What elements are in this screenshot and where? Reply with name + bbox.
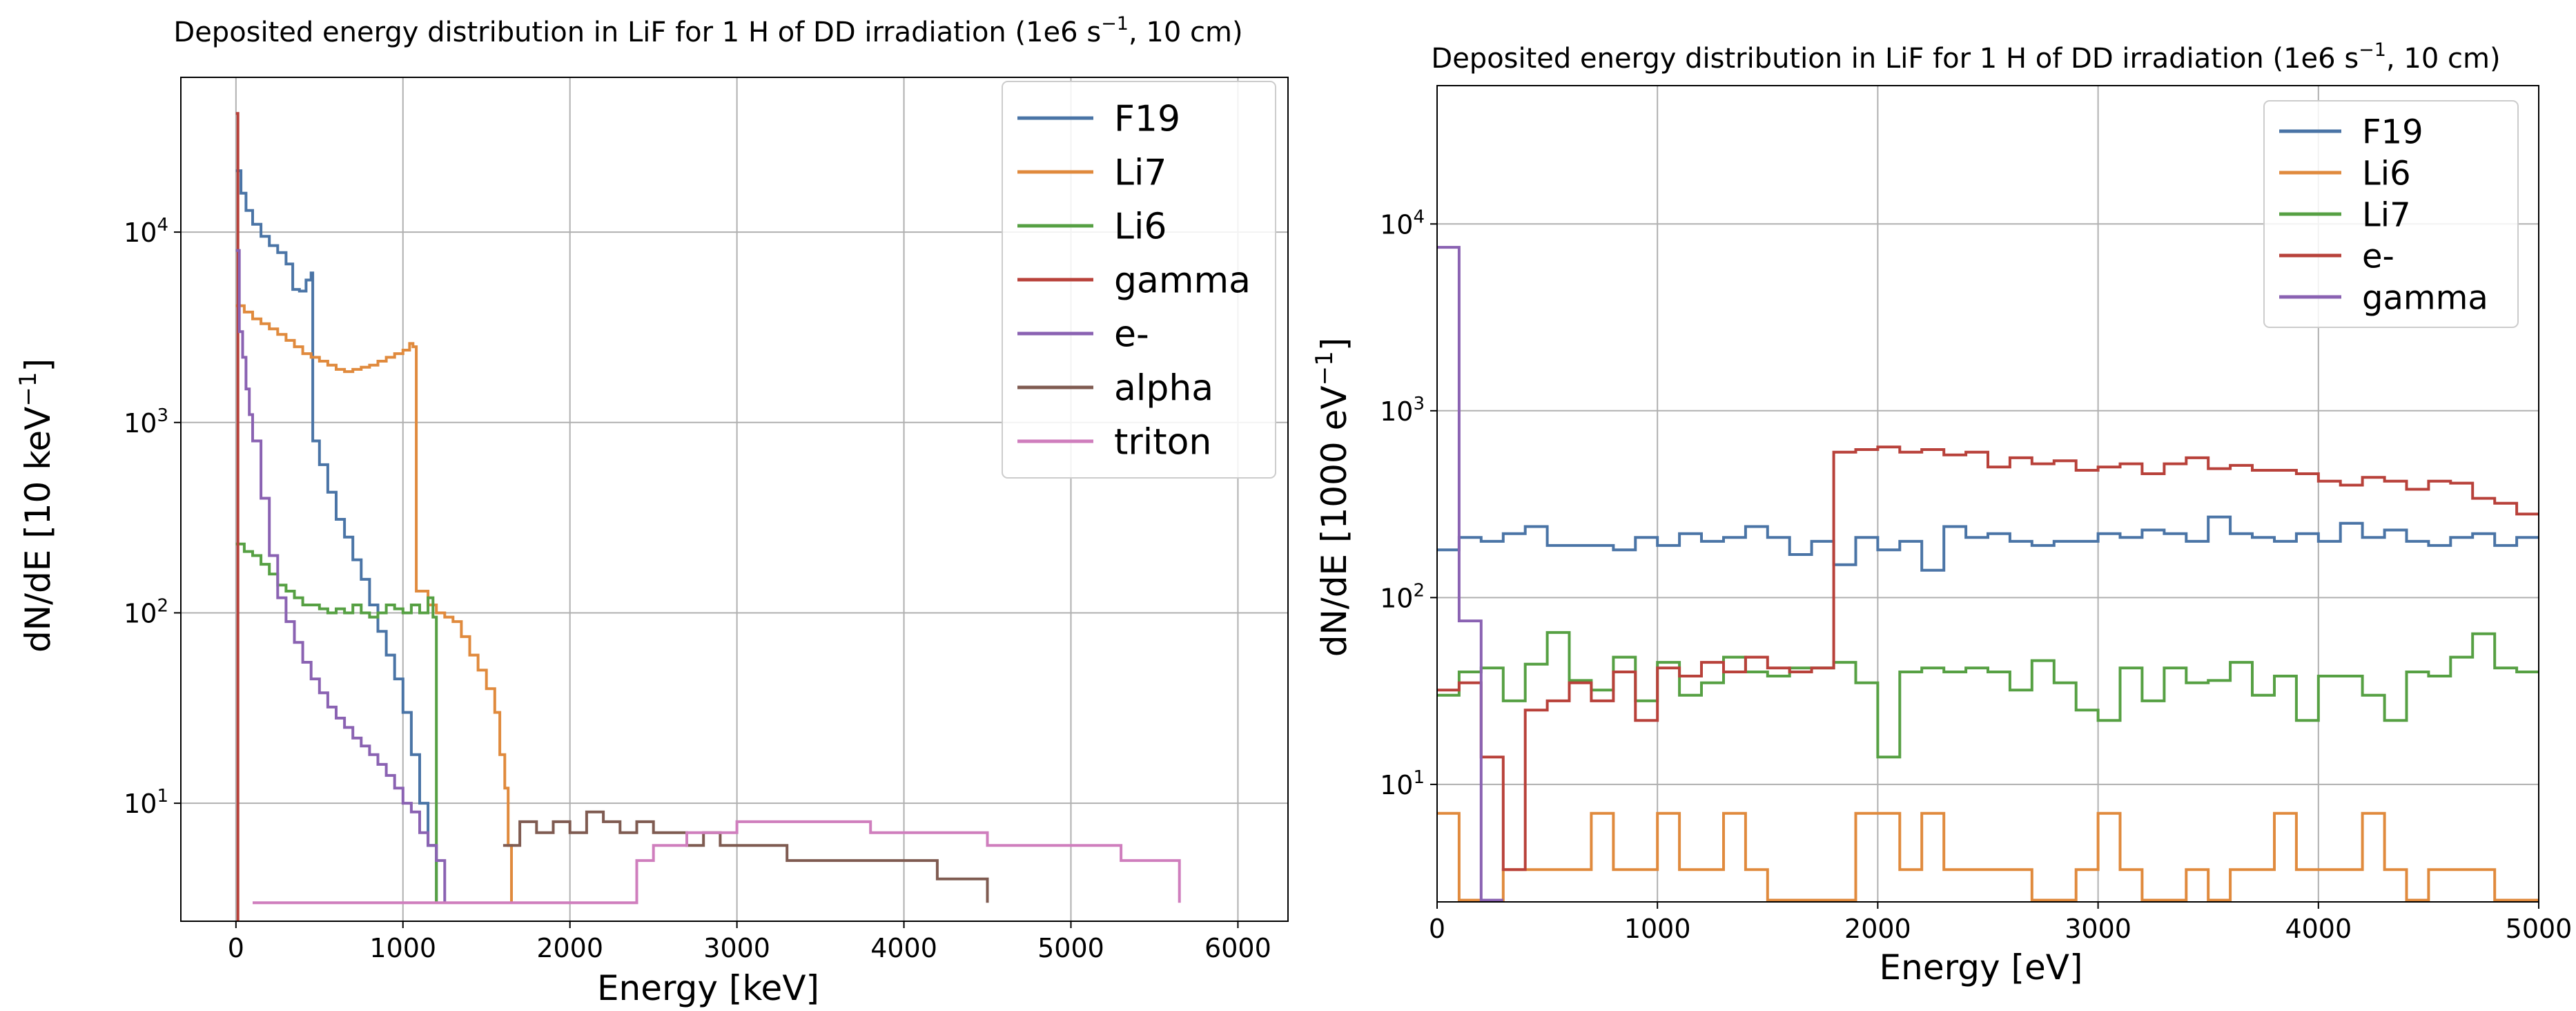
chart-left-plot-frame [180,77,1289,922]
chart-left-x-tick-label: 3000 [703,933,770,963]
chart-left-series-li7-line [235,304,513,903]
chart-left-series-li6-line [235,542,438,903]
chart-left-x-tick-label: 2000 [536,933,603,963]
chart-right-series [1437,246,2539,902]
chart-right-series-e-line [1437,445,2539,872]
chart-right-series-li6-line [1437,811,2539,902]
chart-left-y-tick-label: 102 [124,595,168,628]
chart-right-x-tick-label: 4000 [2285,914,2352,944]
chart-right-legend-label-li7: Li7 [2362,195,2411,234]
chart-left-series [235,112,1181,921]
chart-right-y-tick-label: 102 [1380,580,1425,613]
chart-right-x-tick-label: 0 [1429,914,1445,944]
chart-left-legend-label-li7: Li7 [1114,153,1167,194]
chart-right-y-tick-label: 103 [1380,394,1425,427]
chart-left: Deposited energy distribution in LiF for… [14,13,1289,1008]
chart-left-legend-label-f19: F19 [1114,99,1180,140]
chart-left-y-tick-label: 101 [124,786,168,819]
chart-right-x-tick-label: 5000 [2506,914,2573,944]
chart-left-y-axis-label: dN/dE [10 keV−1] [14,358,58,653]
chart-left-x-axis-label: Energy [keV] [597,968,819,1008]
chart-left-legend-label-li6: Li6 [1114,206,1167,248]
chart-right-y-axis-label-end: ] [1314,338,1354,352]
chart-left-x-tick-label: 0 [228,933,244,963]
chart-left-legend-label-e: e- [1114,314,1149,356]
chart-right-series-li7-line [1437,630,2539,759]
chart-right-x-axis-label: Energy [eV] [1880,947,2083,988]
chart-left-legend: F19 Li7 Li6 gamma e-alpha triton [1002,81,1276,479]
chart-left-series-gamma-line [235,112,240,921]
chart-right-legend-box [2263,100,2519,328]
chart-right-series-f19-line [1437,515,2539,572]
chart-right-y-axis-label-superscript: −1 [1311,351,1338,385]
chart-left-series-alpha-line [502,810,989,903]
chart-left-x-tick-label: 4000 [870,933,937,963]
chart-left-legend-label-gamma: gamma [1114,260,1251,302]
chart-left-x-tick-label: 1000 [369,933,436,963]
chart-right-y-tick-label: 101 [1380,767,1425,800]
chart-right-series-gamma-line [1437,246,1503,902]
chart-right-x-tick-label: 2000 [1844,914,1911,944]
chart-right-legend-label-gamma: gamma [2362,278,2488,317]
chart-right-plot-frame [1436,85,2539,903]
chart-right-legend-label-li6: Li6 [2362,154,2411,193]
chart-left-x-tick-label: 6000 [1204,933,1271,963]
chart-left-series-e-line [235,249,447,903]
chart-left-y-tick-label: 104 [124,215,168,248]
chart-left-y-axis-label-end: ] [18,358,58,372]
chart-left-title-superscript: −1 [1101,13,1129,35]
chart-right-x-tick-label: 3000 [2065,914,2131,944]
chart-left-legend-label-triton: triton [1114,422,1211,463]
chart-left-y-axis-label-superscript: −1 [14,372,42,407]
chart-left-title-end: , 10 cm) [1129,17,1243,48]
chart-right-y-axis-label: dN/dE [1000 eV−1] [1311,338,1354,657]
chart-right-title: Deposited energy distribution in LiF for… [1431,39,2500,75]
chart-right-y-tick-label: 104 [1380,206,1425,240]
chart-left-x-tick-label: 5000 [1037,933,1104,963]
chart-right-y-ticks: 101 102 103 104 [1380,206,1437,800]
chart-right-x-tick-label: 1000 [1624,914,1691,944]
chart-left-x-ticks: 0 1000 2000 3000 4000 5000 6000 [228,921,1271,963]
chart-left-y-ticks: 101 102 103 104 [124,215,181,819]
chart-left-title: Deposited energy distribution in LiF for… [173,13,1242,48]
chart-right: Deposited energy distribution in LiF for… [1311,39,2572,988]
chart-right-x-ticks: 0 1000 2000 3000 4000 5000 [1429,902,2572,944]
chart-left-legend-box [1002,81,1276,479]
chart-left-series-f19-line [235,169,438,903]
chart-left-legend-label-alpha: alpha [1114,368,1213,410]
chart-right-title-superscript: −1 [2359,39,2386,61]
chart-left-series-triton-line [253,820,1181,905]
chart-left-y-tick-label: 103 [124,405,168,439]
chart-right-legend-label-f19: F19 [2362,113,2423,151]
chart-right-title-end: , 10 cm) [2386,43,2501,75]
chart-right-legend-label-e: e- [2362,237,2394,276]
